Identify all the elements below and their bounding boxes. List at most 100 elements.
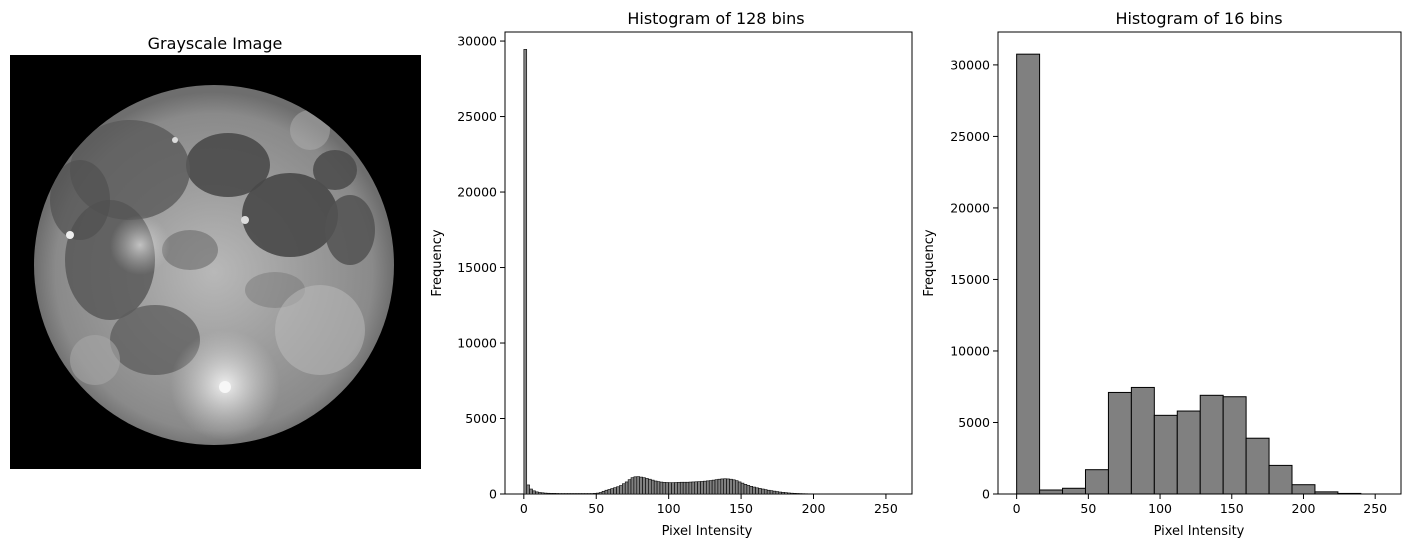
hist16-bars	[1016, 53, 1362, 495]
hist128-x-tick-label: 0	[520, 501, 528, 516]
hist128-bar	[526, 484, 530, 495]
hist128-bar	[761, 488, 765, 495]
hist128-bar	[720, 478, 725, 495]
hist128-bar	[732, 479, 736, 495]
hist128-bar	[535, 491, 539, 495]
hist128-bar	[795, 493, 800, 495]
hist128-bar	[792, 493, 797, 495]
hist16-x-axis: 0 50 100 150 200 250	[1013, 494, 1387, 516]
hist128-bar	[639, 476, 643, 495]
hist128-bar	[740, 482, 745, 495]
hist128-bar	[703, 480, 707, 495]
hist128-bar	[685, 481, 690, 495]
hist128-bar	[784, 492, 788, 495]
hist128-y-tick-label: 25000	[457, 109, 497, 124]
hist128-bar	[532, 490, 536, 495]
hist128-ylabel: Frequency	[430, 229, 445, 296]
hist128-y-axis: 0 5000 10000 15000 20000 25000 30000	[457, 34, 505, 502]
hist128-bar	[746, 485, 751, 495]
hist128-axes-frame	[504, 31, 913, 495]
hist128-bar	[668, 482, 672, 495]
hist128-bar	[787, 492, 791, 495]
hist16-bar	[1107, 391, 1132, 495]
hist128-y-tick-label: 20000	[457, 185, 497, 200]
image-panel: Grayscale Image	[10, 34, 421, 469]
hist128-bar	[711, 479, 716, 495]
hist16-bar	[1130, 386, 1155, 495]
hist128-bar	[717, 478, 722, 495]
hist128-bar	[758, 488, 762, 495]
hist128-bar	[734, 480, 739, 495]
hist128-bar	[691, 481, 696, 495]
hist128-bar	[549, 493, 554, 495]
hist16-x-tick-label: 100	[1148, 501, 1172, 516]
hist16-bar	[1291, 484, 1316, 495]
hist16-y-tick-label: 15000	[950, 272, 990, 287]
hist128-bar	[540, 492, 545, 495]
hist128-y-tick-label: 10000	[457, 336, 497, 351]
hist128-bar	[650, 479, 655, 495]
hist128-x-axis: 0 50 100 150 200 250	[520, 494, 898, 516]
hist128-bar	[769, 490, 774, 495]
hist128-y-tick-label: 30000	[457, 34, 497, 49]
hist128-bar	[636, 476, 641, 495]
hist128-xlabel: Pixel Intensity	[662, 524, 753, 539]
hist16-y-tick-label: 0	[982, 487, 990, 502]
hist128-bar	[763, 489, 768, 495]
hist16-x-tick-label: 50	[1080, 501, 1096, 516]
hist128-bar	[700, 481, 704, 495]
hist128-bar	[633, 476, 638, 495]
image-title: Grayscale Image	[148, 34, 283, 53]
hist128-x-tick-label: 150	[729, 501, 753, 516]
hist16-y-tick-label: 30000	[950, 57, 990, 72]
hist128-bar	[743, 484, 748, 495]
hist16-y-tick-label: 5000	[958, 415, 990, 430]
hist128-bar	[645, 478, 649, 495]
hist128-bar	[755, 487, 759, 495]
hist16-bar	[1337, 492, 1362, 495]
hist128-bar	[775, 491, 780, 495]
hist128-bar	[697, 481, 701, 495]
hist128-bar	[552, 493, 556, 495]
hist128-bar	[613, 487, 617, 495]
hist128-bar	[543, 492, 548, 495]
hist128-y-tick-label: 5000	[465, 411, 497, 426]
hist16-bar	[1268, 464, 1293, 495]
hist128-title: Histogram of 128 bins	[627, 9, 804, 28]
hist128-bar	[648, 478, 652, 495]
hist16-bar	[1084, 469, 1109, 495]
hist16-x-tick-label: 150	[1220, 501, 1244, 516]
hist128-bar	[706, 480, 710, 495]
hist128-bar	[662, 482, 667, 495]
hist128-bar	[604, 489, 609, 495]
hist16-bar	[1245, 437, 1270, 495]
hist16-y-axis: 0 5000 10000 15000 20000 25000 30000	[950, 57, 998, 502]
hist128-x-tick-label: 200	[802, 501, 826, 516]
hist16-bar	[1176, 410, 1201, 495]
hist128-bar	[642, 477, 646, 495]
hist128-bar	[546, 492, 551, 495]
hist128-bar	[627, 479, 632, 495]
hist128-bar	[752, 486, 756, 495]
hist128-x-tick-label: 50	[588, 501, 604, 516]
hist16-x-tick-label: 200	[1292, 501, 1316, 516]
hist128-bar	[538, 492, 542, 495]
hist128-bar	[677, 482, 681, 495]
hist16-bar	[1016, 53, 1041, 495]
hist128-bar	[555, 493, 559, 495]
hist128-bar	[679, 481, 684, 495]
hist16-y-tick-label: 20000	[950, 200, 990, 215]
hist16-bar	[1062, 487, 1086, 495]
hist128-bar	[674, 482, 678, 495]
hist16-bar	[1222, 396, 1247, 495]
hist128-bar	[737, 481, 742, 495]
hist16-xlabel: Pixel Intensity	[1154, 524, 1245, 539]
hist128-bar	[781, 492, 785, 495]
hist128-x-tick-label: 250	[874, 501, 898, 516]
hist128-bar	[607, 489, 612, 495]
moon-picture	[34, 85, 394, 445]
hist128-bar	[723, 478, 727, 495]
hist128-bar	[656, 481, 661, 495]
hist128-bar	[714, 479, 719, 495]
